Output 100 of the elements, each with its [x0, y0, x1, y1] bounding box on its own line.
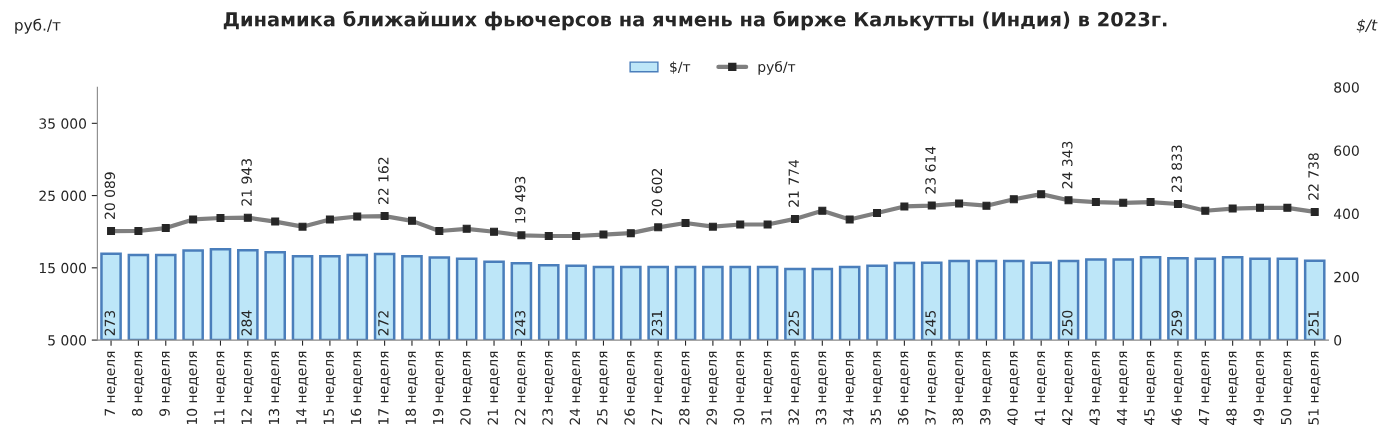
legend-label: руб/т — [758, 61, 796, 75]
x-tick-label: 43 неделя — [1089, 351, 1102, 425]
data-label: 243 — [514, 310, 526, 336]
bar — [1167, 256, 1189, 341]
bar — [510, 262, 533, 341]
bar — [1085, 258, 1107, 341]
legend-label: $/т — [670, 61, 691, 74]
x-tick-label: 50 неделя — [1280, 351, 1294, 425]
x-tick-label: 37 неделя — [925, 351, 938, 425]
x-tick-label: 22 неделя — [514, 351, 528, 425]
bar — [647, 265, 669, 341]
bar — [975, 259, 998, 341]
data-label: 284 — [241, 310, 252, 336]
data-label: 245 — [925, 310, 936, 336]
data-label: 231 — [651, 311, 663, 336]
x-tick-label: 49 неделя — [1253, 351, 1266, 425]
y-tick-label: 15 000 — [39, 262, 87, 274]
y2-tick-label: 200 — [1334, 271, 1359, 283]
x-tick-label: 7 неделя — [104, 351, 117, 416]
x-tick-label: 14 неделя — [296, 351, 309, 425]
data-label: 20 602 — [651, 169, 663, 216]
x-tick-label: 27 неделя — [651, 351, 664, 425]
bar — [1139, 256, 1162, 341]
x-tick-label: 31 неделя — [761, 351, 774, 425]
bar — [920, 261, 943, 341]
bar — [893, 261, 916, 341]
bar — [100, 252, 122, 341]
x-tick-label: 10 неделя — [186, 351, 199, 425]
x-tick-label: 21 неделя — [487, 351, 500, 425]
bar — [784, 267, 806, 341]
data-label: 225 — [788, 310, 799, 336]
y2-tick-label: 400 — [1333, 208, 1359, 220]
chart-title: Динамика ближайших фьючерсов на ячмень на бирже Калькутты (Индия) в 2023г. — [223, 10, 1167, 31]
bar — [346, 253, 369, 341]
bar — [537, 263, 560, 341]
y2-tick-label: 800 — [1334, 82, 1359, 93]
x-tick-label: 41 неделя — [1034, 351, 1047, 425]
bar — [237, 249, 259, 341]
x-tick-label: 51 неделя — [1308, 351, 1321, 425]
y-tick-label: 25 000 — [39, 190, 87, 202]
data-label: 24 343 — [1062, 141, 1073, 189]
x-tick-label: 38 неделя — [952, 351, 965, 425]
bar — [1249, 257, 1271, 341]
x-tick-label: 11 неделя — [214, 351, 227, 425]
data-label: 19 493 — [514, 176, 526, 223]
bar — [811, 267, 834, 341]
data-label: 272 — [378, 311, 389, 336]
data-label: 21 774 — [788, 159, 799, 207]
bar — [1303, 259, 1326, 341]
bar — [592, 265, 615, 341]
x-tick-label: 42 неделя — [1062, 351, 1075, 425]
x-tick-label: 13 неделя — [268, 351, 281, 425]
data-label: 250 — [1062, 310, 1073, 336]
x-tick-label: 40 неделя — [1007, 351, 1020, 425]
bar — [948, 259, 970, 341]
data-label: 23 614 — [925, 146, 936, 194]
bar — [319, 255, 341, 341]
bar — [373, 252, 396, 341]
bar — [756, 265, 779, 341]
x-tick-label: 12 неделя — [241, 351, 254, 425]
data-label: 22 738 — [1308, 153, 1319, 200]
data-label: 21 943 — [241, 159, 252, 206]
bar — [702, 265, 724, 341]
x-tick-label: 15 неделя — [323, 351, 336, 425]
x-tick-label: 28 неделя — [679, 351, 692, 425]
bar — [1221, 256, 1244, 341]
x-tick-label: 29 неделя — [706, 351, 719, 425]
y-axis-title: руб./т — [15, 18, 61, 34]
bar — [565, 264, 587, 341]
x-tick-label: 39 неделя — [979, 351, 993, 425]
x-tick-label: 36 неделя — [897, 351, 911, 425]
data-label: 23 833 — [1171, 145, 1182, 192]
bar — [154, 253, 177, 341]
x-tick-label: 35 неделя — [870, 351, 883, 425]
bar — [1002, 259, 1025, 341]
bar — [1194, 257, 1217, 341]
bar — [401, 255, 423, 341]
bar — [1276, 257, 1299, 341]
x-tick-label: 34 неделя — [843, 351, 856, 425]
bar — [1030, 261, 1052, 341]
y-tick-label: 5 000 — [48, 335, 87, 346]
bar — [291, 255, 314, 341]
y2-tick-label: 600 — [1334, 145, 1359, 156]
x-tick-label: 20 неделя — [460, 351, 473, 425]
x-tick-label: 19 неделя — [432, 351, 446, 425]
x-tick-label: 25 неделя — [596, 351, 610, 425]
x-tick-label: 46 неделя — [1171, 351, 1184, 425]
bar — [619, 265, 642, 341]
bar — [729, 265, 752, 341]
data-label: 273 — [104, 310, 116, 336]
bar — [264, 250, 287, 341]
y2-axis-title: $/t — [1356, 18, 1378, 33]
x-tick-label: 32 неделя — [788, 351, 801, 425]
x-tick-label: 18 неделя — [405, 351, 418, 425]
bar — [866, 264, 888, 341]
bar — [209, 248, 232, 341]
x-tick-label: 17 неделя — [378, 351, 391, 425]
data-label: 20 089 — [104, 172, 116, 219]
bar — [455, 257, 478, 341]
x-tick-label: 33 неделя — [815, 351, 829, 425]
